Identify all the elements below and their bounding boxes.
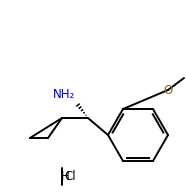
Text: NH₂: NH₂ xyxy=(53,88,75,101)
Text: Cl: Cl xyxy=(64,170,76,183)
Text: H: H xyxy=(61,170,70,183)
Text: O: O xyxy=(163,84,173,97)
